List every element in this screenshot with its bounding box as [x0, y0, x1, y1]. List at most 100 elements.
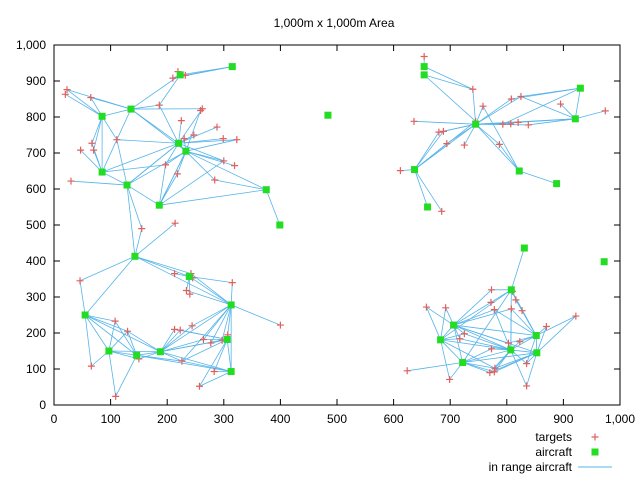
target-point	[76, 277, 84, 285]
range-link	[426, 306, 441, 340]
y-tick-label: 600	[26, 182, 46, 196]
target-point	[524, 121, 532, 129]
range-link	[185, 66, 233, 76]
range-link	[536, 326, 547, 353]
range-link	[518, 118, 576, 123]
y-tick-label: 1,000	[16, 38, 46, 52]
target-point	[111, 317, 119, 325]
target-point	[171, 325, 179, 333]
range-link	[102, 108, 132, 117]
target-point	[178, 357, 186, 365]
target-point	[155, 101, 163, 109]
target-point	[213, 123, 221, 131]
range-link	[536, 315, 577, 336]
aircraft-point	[459, 359, 467, 367]
target-point	[173, 170, 181, 178]
aircraft-point	[515, 167, 523, 175]
aircraft-point	[533, 349, 541, 357]
range-link	[134, 255, 232, 306]
aircraft-point	[227, 368, 235, 376]
x-tick-label: 800	[497, 412, 517, 426]
range-link	[84, 314, 92, 367]
range-link	[126, 184, 160, 206]
range-link	[126, 184, 136, 257]
axis-ticks: 0 100 200 300 400 500 600 700 800 900 1,000 0 100 200…	[16, 38, 635, 426]
range-link	[160, 351, 183, 362]
range-link	[189, 276, 232, 306]
aircraft-point	[520, 244, 528, 252]
target-point	[488, 345, 496, 353]
target-point	[219, 135, 227, 143]
range-link	[158, 151, 187, 206]
range-link	[440, 339, 496, 369]
target-point	[504, 339, 512, 347]
range-link	[138, 351, 161, 360]
range-link	[115, 355, 137, 397]
y-tick-label: 500	[26, 218, 46, 232]
target-point	[67, 177, 75, 185]
target-point	[195, 382, 203, 390]
target-point	[188, 322, 196, 330]
target-point	[180, 135, 188, 143]
target-point	[138, 225, 146, 233]
aircraft-point	[156, 348, 164, 356]
range-link	[70, 180, 128, 186]
range-link	[180, 329, 228, 340]
target-point	[169, 74, 177, 82]
range-link	[199, 371, 232, 387]
target-point	[231, 162, 239, 170]
range-link	[84, 256, 136, 316]
range-link	[440, 289, 512, 341]
aircraft-point	[98, 168, 106, 176]
target-point	[422, 303, 430, 311]
target-point	[507, 95, 515, 103]
range-link	[414, 169, 443, 212]
range-link	[440, 307, 447, 340]
range-link	[453, 324, 509, 344]
x-tick-label: 1,000	[605, 412, 635, 426]
x-tick-label: 300	[214, 412, 234, 426]
target-point	[403, 367, 411, 375]
range-link	[190, 273, 232, 306]
range-link	[84, 314, 128, 332]
range-link	[114, 320, 137, 356]
y-tick-label: 900	[26, 74, 46, 88]
target-point	[198, 105, 206, 113]
range-link	[79, 255, 136, 282]
target-point	[557, 100, 565, 108]
range-link	[453, 302, 492, 326]
target-point	[87, 362, 95, 370]
range-link	[511, 308, 537, 336]
aircraft-point	[223, 335, 231, 343]
range-link	[101, 116, 118, 140]
range-link	[108, 350, 137, 356]
target-point	[518, 307, 526, 315]
x-tick-label: 400	[270, 412, 290, 426]
range-link	[130, 104, 160, 110]
aircraft-point	[507, 346, 515, 354]
target-point	[410, 117, 418, 125]
range-link	[510, 247, 525, 290]
range-link	[84, 314, 110, 352]
aircraft-series	[81, 63, 608, 376]
legend-label: aircraft	[535, 445, 572, 459]
range-link	[93, 116, 103, 151]
target-point	[456, 335, 464, 343]
range-link	[178, 108, 203, 144]
range-link	[475, 123, 500, 145]
y-tick-label: 200	[26, 326, 46, 340]
range-link	[158, 164, 166, 206]
range-link	[177, 151, 187, 175]
range-link	[414, 131, 440, 170]
range-link	[475, 96, 522, 125]
range-link	[511, 87, 581, 100]
target-point	[523, 360, 531, 368]
range-link	[160, 329, 181, 352]
range-link	[464, 333, 511, 351]
range-link	[462, 349, 511, 363]
range-link	[462, 348, 492, 363]
range-link	[508, 335, 537, 344]
target-point	[572, 312, 580, 320]
range-link	[440, 339, 451, 380]
